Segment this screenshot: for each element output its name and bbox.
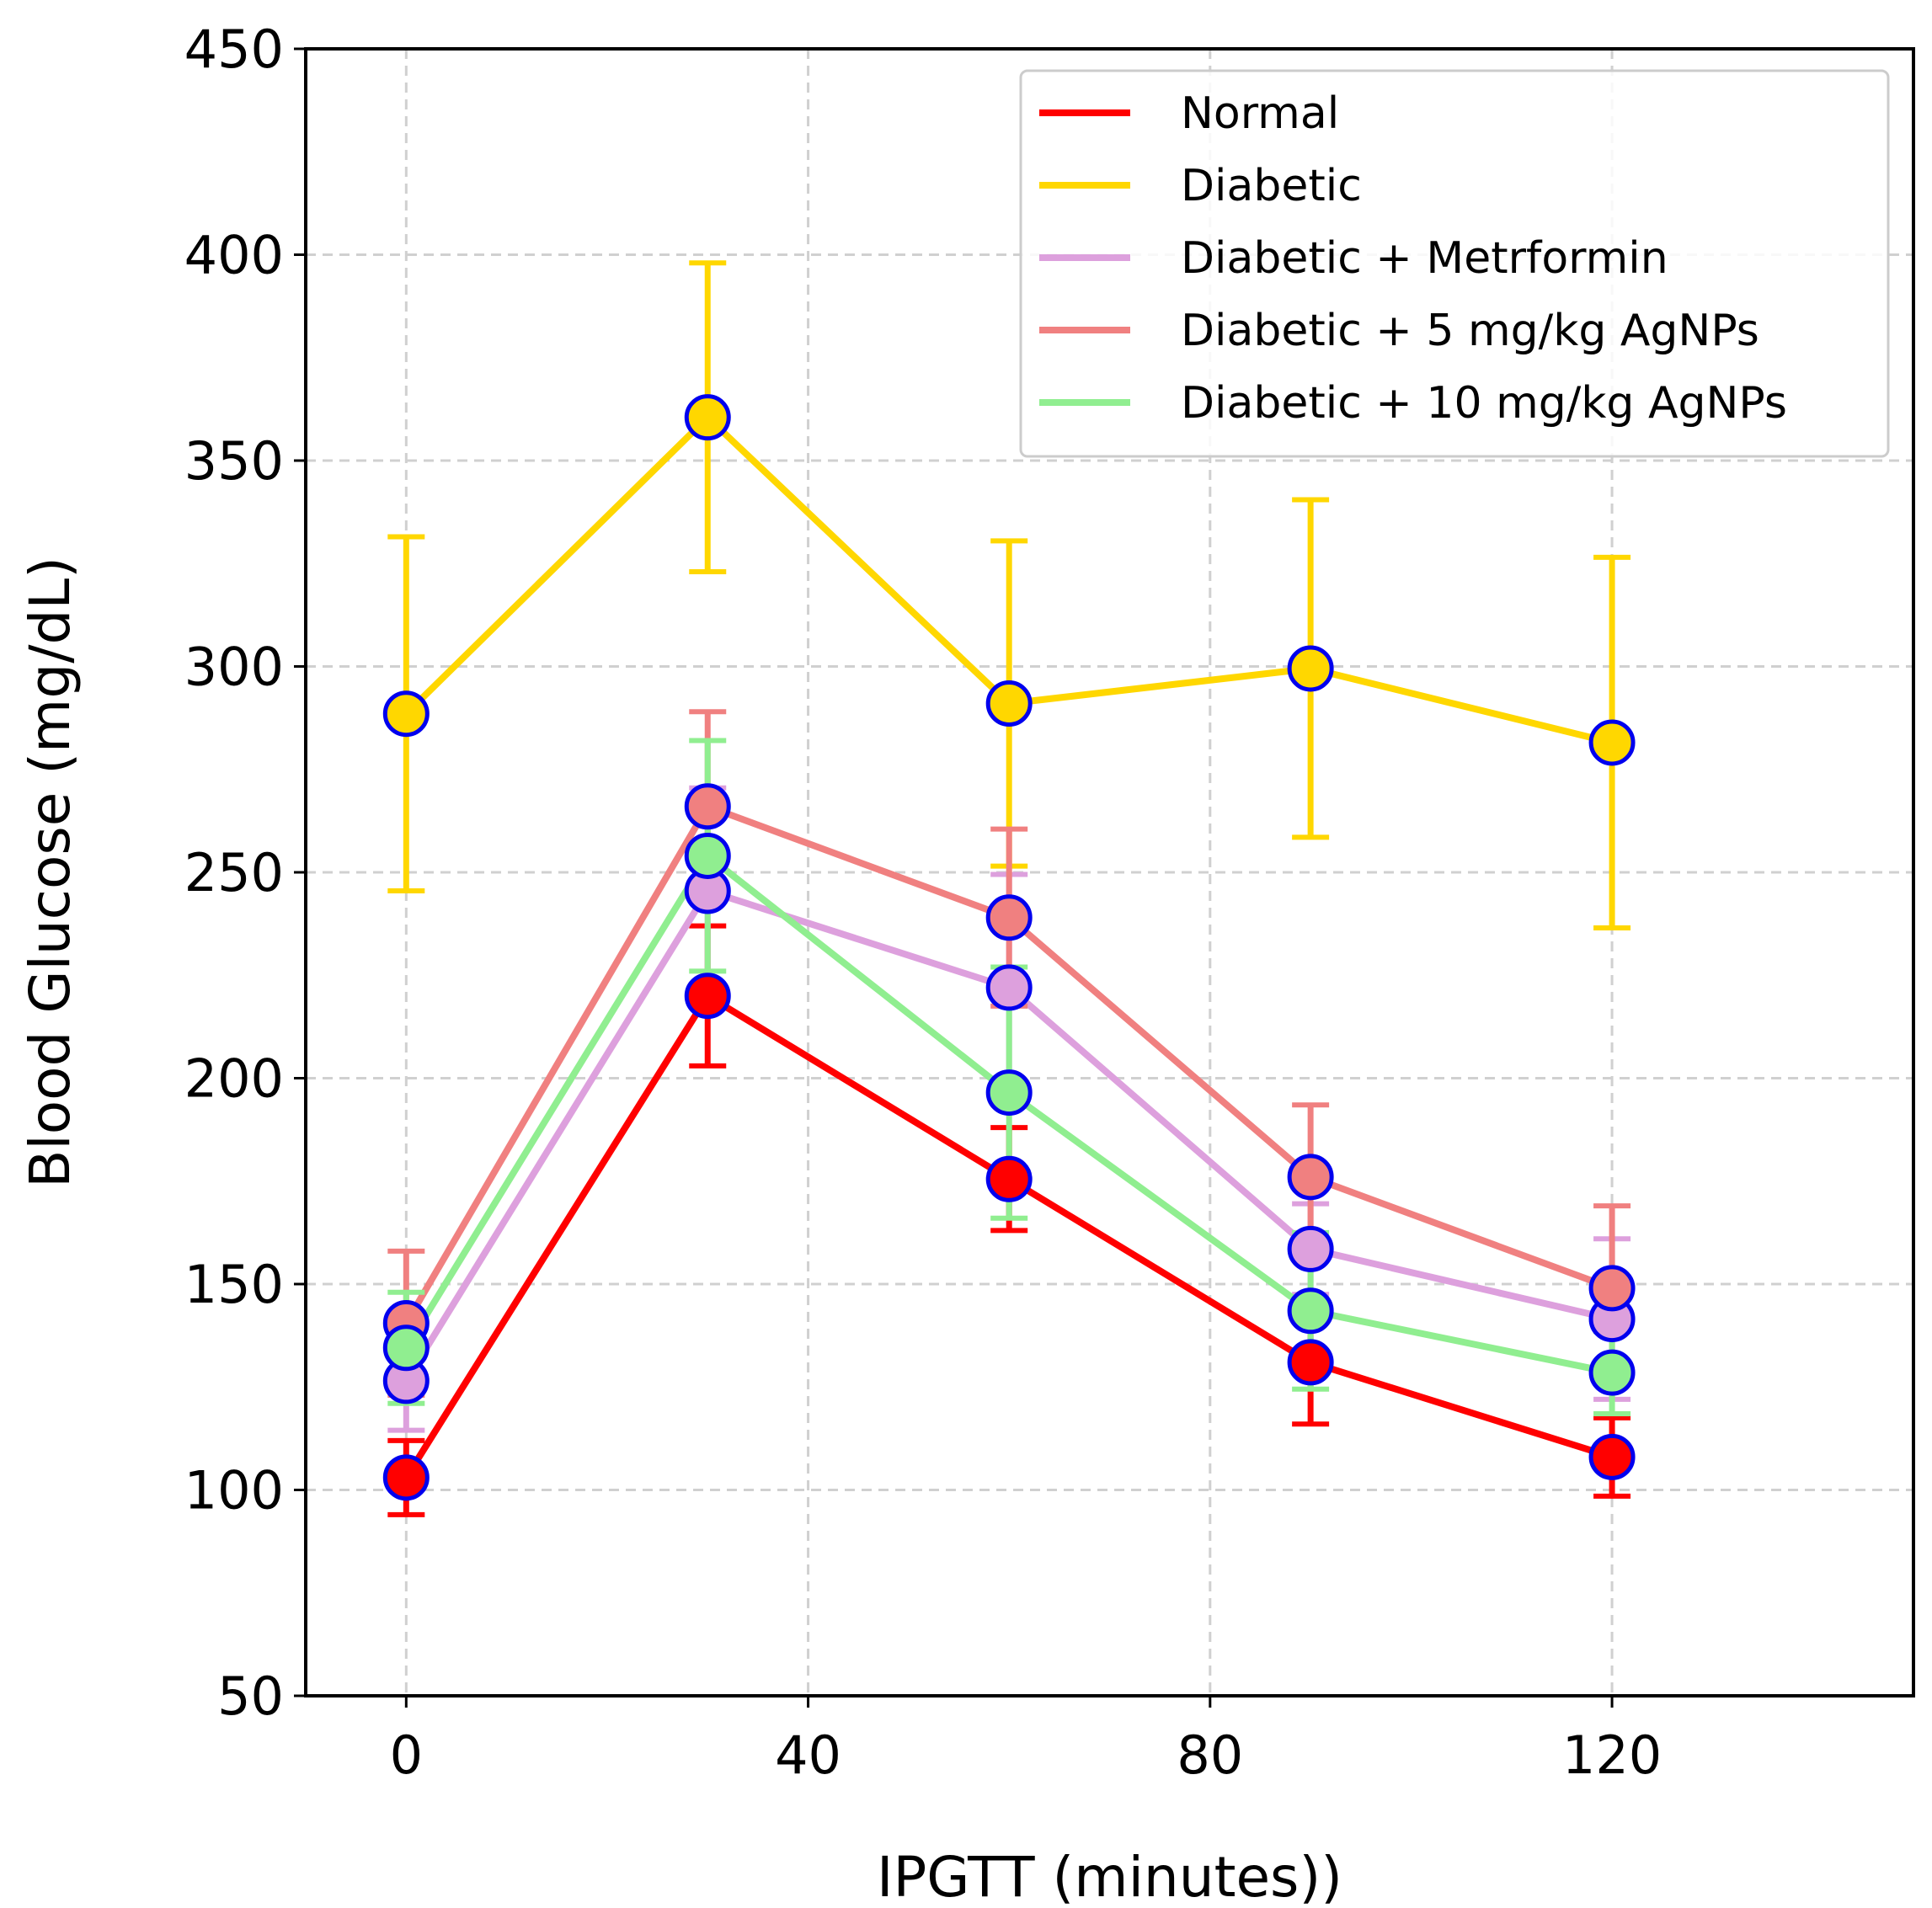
y-tick-label: 250 xyxy=(184,842,284,903)
axes: 0 40 80 120 50 100 150 200 250 300 350 400 450 xyxy=(184,19,1662,1786)
legend-item: Diabetic + 5 mg/kg AgNPs xyxy=(1039,306,1759,356)
data-point xyxy=(684,973,731,1020)
series-area xyxy=(382,260,1636,1517)
y-tick-label: 350 xyxy=(184,430,284,492)
series-markers-0 xyxy=(382,973,1636,1501)
x-tick-label: 120 xyxy=(1562,1724,1662,1786)
data-point xyxy=(985,1155,1033,1202)
y-tick-label: 100 xyxy=(184,1460,284,1522)
y-tick-label: 150 xyxy=(184,1254,284,1315)
legend-box xyxy=(1019,69,1890,458)
y-tick-label: 450 xyxy=(184,19,284,80)
data-point xyxy=(1287,1225,1334,1272)
data-point xyxy=(985,1069,1033,1117)
data-point xyxy=(684,832,731,879)
data-point xyxy=(1588,1265,1636,1312)
legend-item: Normal xyxy=(1039,88,1339,139)
legend: Normal Diabetic Diabetic + Metrformin Diabe… xyxy=(1019,69,1890,458)
x-tick-label: 80 xyxy=(1177,1724,1243,1786)
x-tick-label: 0 xyxy=(390,1724,423,1786)
data-point xyxy=(985,964,1033,1011)
data-point xyxy=(1287,1154,1334,1201)
data-point xyxy=(985,894,1033,941)
y-tick-label: 400 xyxy=(184,225,284,286)
series-markers-4 xyxy=(382,832,1636,1396)
data-point xyxy=(1588,719,1636,766)
data-point xyxy=(382,690,430,738)
data-point xyxy=(1287,645,1334,692)
legend-item: Diabetic + 10 mg/kg AgNPs xyxy=(1039,378,1787,429)
data-point xyxy=(684,783,731,830)
legend-label: Diabetic xyxy=(1181,161,1362,211)
y-tick-label: 50 xyxy=(217,1666,284,1727)
data-point xyxy=(1287,1287,1334,1335)
legend-item: Diabetic xyxy=(1039,161,1362,211)
y-tick-label: 200 xyxy=(184,1048,284,1110)
legend-label: Diabetic + 5 mg/kg AgNPs xyxy=(1181,306,1759,356)
legend-label: Diabetic + Metrformin xyxy=(1181,233,1668,284)
legend-item: Diabetic + Metrformin xyxy=(1039,233,1668,284)
series-markers-1 xyxy=(382,394,1636,766)
x-axis-label: IPGTT (minutes)) xyxy=(877,1845,1342,1908)
legend-label: Diabetic + 10 mg/kg AgNPs xyxy=(1181,378,1787,429)
data-point xyxy=(382,1324,430,1372)
data-point xyxy=(684,394,731,441)
data-point xyxy=(1287,1339,1334,1386)
y-tick-label: 300 xyxy=(184,637,284,698)
series-markers-2 xyxy=(382,867,1636,1404)
data-point xyxy=(1588,1349,1636,1396)
data-point xyxy=(1588,1433,1636,1480)
legend-label: Normal xyxy=(1181,88,1339,139)
data-point xyxy=(985,680,1033,727)
y-axis-label: Blood Glucose (mg/dL) xyxy=(18,557,83,1188)
x-tick-label: 40 xyxy=(775,1724,841,1786)
data-point xyxy=(382,1454,430,1501)
